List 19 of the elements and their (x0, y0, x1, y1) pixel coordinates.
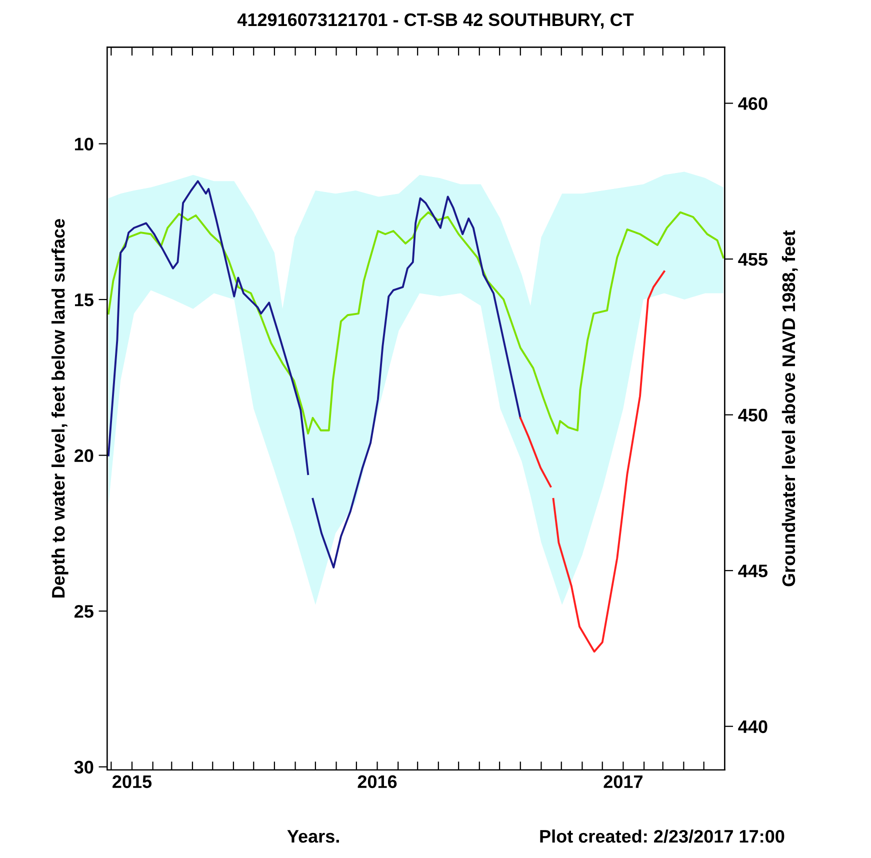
y-tick-label: 20 (74, 449, 94, 462)
y2-tick-label: 445 (738, 564, 768, 578)
y2-axis-title: Groundwater level above NAVD 1988, feet (782, 230, 798, 586)
y-tick-label: 25 (74, 605, 94, 618)
y2-tick-label: 440 (738, 720, 768, 734)
y-tick-label: 15 (74, 294, 94, 306)
chart-title: 412916073121701 - CT-SB 42 SOUTHBURY, CT (237, 13, 634, 29)
x-tick-label: 2016 (358, 775, 397, 788)
y2-tick-label: 460 (738, 97, 768, 110)
line-series (108, 211, 724, 434)
text: Plot created: 2/23/2017 17:00 (540, 829, 784, 843)
x-tick-label: 2017 (604, 775, 642, 788)
y-axis-title: Depth to water level, feet below land surface (51, 219, 68, 598)
y2-tick-label: 455 (738, 253, 768, 266)
y2-tick-label: 450 (738, 408, 768, 422)
x-axis-title: Years. (287, 830, 339, 843)
y-tick-label: 10 (74, 138, 94, 150)
x-tick-label: 2015 (112, 775, 152, 788)
y-tick-label: 30 (74, 760, 94, 774)
